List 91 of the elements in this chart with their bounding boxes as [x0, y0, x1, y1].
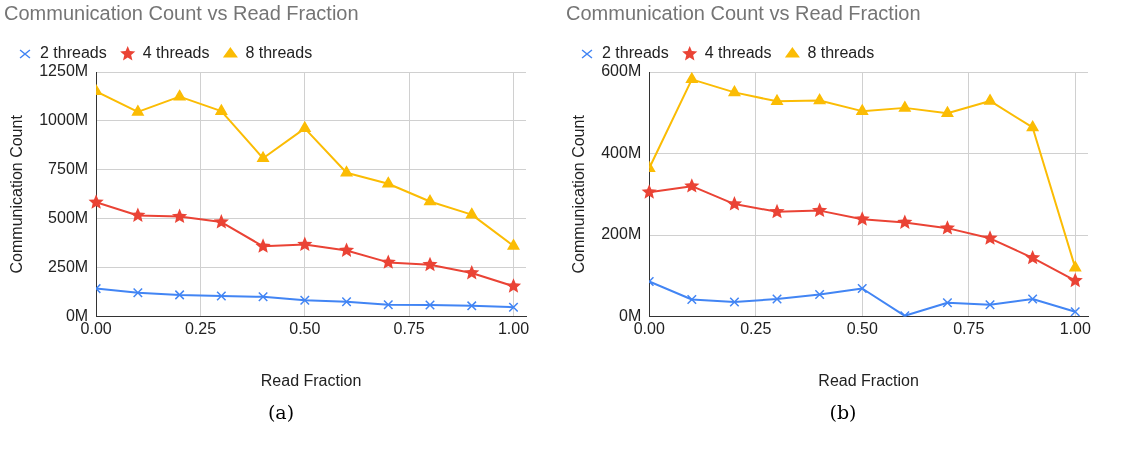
point [338, 242, 355, 257]
x-axis-title: Read Fraction [818, 371, 919, 389]
legend-label: 4 threads [142, 44, 210, 62]
y-tick-label: 200M [601, 225, 642, 243]
point [1027, 294, 1038, 305]
y-axis-title: Communication Count [570, 114, 588, 274]
point [216, 291, 227, 302]
point [424, 194, 436, 206]
point [813, 93, 826, 105]
point [728, 85, 741, 97]
point [215, 104, 228, 115]
y-tick-label: 250M [48, 258, 89, 276]
point [1026, 120, 1039, 132]
point [507, 239, 520, 250]
x-tick-label: 1.00 [497, 319, 530, 337]
point [174, 289, 185, 300]
x-tick-label: 0.25 [740, 319, 772, 337]
x-tick-label: 0.75 [953, 319, 985, 337]
text: (a) [266, 401, 296, 423]
y-tick-label: 750M [48, 160, 89, 178]
point [297, 236, 313, 252]
point [380, 254, 396, 269]
point [854, 211, 870, 226]
point [1067, 272, 1083, 288]
point [771, 94, 783, 106]
point [814, 289, 825, 300]
point [985, 299, 996, 310]
point [382, 176, 395, 188]
x-tick-label: 0.50 [846, 319, 878, 337]
y-tick-label: 1000M [39, 111, 89, 129]
point [941, 106, 954, 117]
y-tick-label: 600M [601, 62, 642, 80]
point [505, 278, 522, 293]
point [466, 300, 477, 311]
point [982, 230, 998, 245]
point [171, 208, 188, 224]
point [726, 196, 743, 211]
point [898, 101, 911, 112]
point [508, 302, 519, 313]
point [383, 299, 394, 310]
y-tick-label: 500M [48, 209, 89, 227]
point [984, 94, 996, 105]
legend-label: 4 threads [704, 44, 772, 62]
point [130, 207, 146, 222]
point [173, 89, 186, 101]
point [812, 202, 828, 218]
point [213, 214, 229, 229]
point [641, 184, 657, 199]
legend-label: 8 threads [807, 44, 875, 62]
point [942, 297, 953, 308]
point [1070, 306, 1081, 317]
point [131, 105, 144, 116]
legend-label: 8 threads [245, 44, 313, 62]
point [684, 178, 700, 193]
text: (b) [828, 401, 858, 423]
point [686, 294, 697, 305]
point [422, 256, 438, 272]
point [340, 166, 353, 177]
point [299, 295, 310, 306]
legend-label: 2 threads [602, 44, 669, 62]
point [298, 121, 311, 133]
x-tick-label: 0.50 [289, 319, 321, 337]
point [897, 214, 913, 229]
point [857, 283, 868, 294]
point [1069, 260, 1082, 272]
point [772, 294, 783, 305]
point [255, 238, 271, 253]
x-tick-label: 0.75 [393, 319, 425, 337]
point [132, 287, 143, 298]
x-tick-label: 1.00 [1059, 319, 1091, 337]
point [685, 72, 698, 84]
point [729, 296, 740, 307]
point [465, 207, 478, 219]
point [341, 296, 352, 307]
point [258, 291, 269, 302]
point [464, 264, 480, 280]
point [425, 300, 435, 311]
chart-title: Communication Count vs Read Fraction [4, 1, 359, 24]
point [1025, 249, 1041, 265]
point [939, 220, 956, 235]
point [88, 194, 104, 209]
point [856, 104, 869, 115]
y-axis-title: Communication Count [8, 114, 26, 274]
x-tick-label: 0.25 [184, 319, 217, 337]
chart-title: Communication Count vs Read Fraction [566, 1, 921, 24]
point [769, 203, 785, 219]
x-axis-title: Read Fraction [260, 371, 362, 389]
legend-label: 2 threads [40, 44, 107, 62]
point [257, 151, 270, 163]
y-tick-label: 1250M [39, 62, 89, 80]
y-tick-label: 400M [601, 143, 642, 161]
